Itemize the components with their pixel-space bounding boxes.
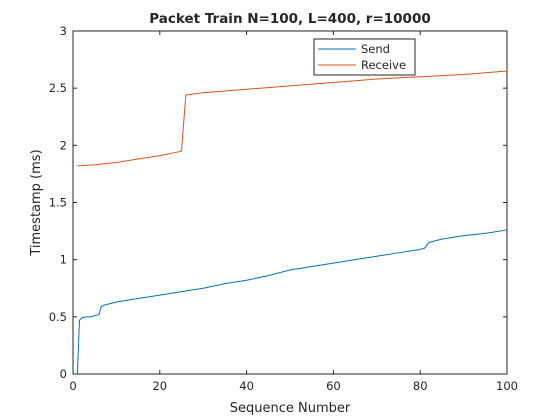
- x-tick-label: 100: [496, 379, 518, 393]
- axes-box: [72, 30, 508, 375]
- legend-label-receive: Receive: [361, 58, 406, 72]
- y-tick-label: 3: [60, 24, 67, 38]
- y-tick-label: 1: [60, 253, 67, 267]
- chart-title: Packet Train N=100, L=400, r=10000: [149, 11, 430, 27]
- x-tick-label: 0: [69, 379, 76, 393]
- series-line-send: [76, 229, 508, 375]
- series-layer: [76, 70, 508, 375]
- y-tick-label: 0.5: [49, 310, 67, 324]
- x-axis-ticks: 0 20 40 60 80 100: [69, 31, 518, 393]
- legend: Send Receive: [313, 38, 416, 76]
- y-tick-label: 0: [60, 367, 67, 381]
- plot-area: 0 20 40 60 80 100 0 0.5 1 1.5 2 2.5 3: [49, 24, 518, 393]
- y-tick-label: 2: [60, 138, 67, 152]
- legend-box: [313, 38, 416, 76]
- x-tick-label: 40: [239, 379, 254, 393]
- x-tick-label: 80: [413, 379, 428, 393]
- y-axis-label: Timestamp (ms): [29, 149, 44, 256]
- legend-label-send: Send: [361, 42, 390, 56]
- y-axis-ticks: 0 0.5 1 1.5 2 2.5 3: [49, 24, 507, 381]
- y-tick-label: 2.5: [49, 81, 67, 95]
- x-axis-label: Sequence Number: [230, 401, 351, 416]
- series-line-receive: [77, 70, 508, 167]
- x-tick-label: 20: [152, 379, 167, 393]
- x-tick-label: 60: [326, 379, 341, 393]
- y-tick-label: 1.5: [49, 196, 67, 210]
